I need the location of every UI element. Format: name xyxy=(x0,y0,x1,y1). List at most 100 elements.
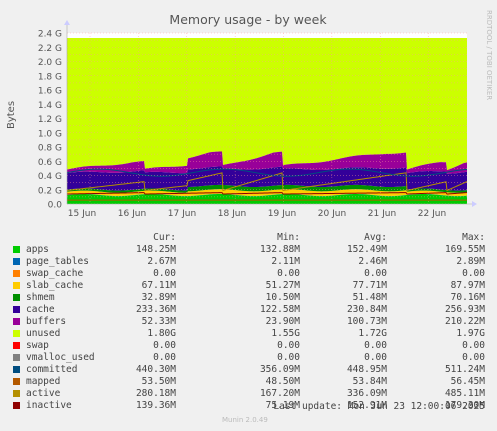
line-active xyxy=(66,172,468,192)
legend-name: page_tables xyxy=(26,256,89,267)
legend-max: 169.55M xyxy=(444,244,485,255)
legend-name: committed xyxy=(26,364,78,375)
y-axis-label: Bytes xyxy=(6,101,17,129)
legend-row-unused: unused 1.80G 1.55G 1.72G 1.97G xyxy=(0,328,497,340)
y-tick-label: 2.4 G xyxy=(38,30,62,40)
area-shmem xyxy=(67,184,467,193)
legend-row-inactive: inactive 139.36M 75.19M 152.91M 179.30M xyxy=(0,400,497,412)
legend-swatch xyxy=(13,258,20,265)
legend-swatch xyxy=(13,306,20,313)
legend-swatch xyxy=(13,366,20,373)
legend-name: swap_cache xyxy=(26,268,84,279)
legend-swatch xyxy=(13,390,20,397)
legend-name: inactive xyxy=(26,400,72,411)
legend-swatch xyxy=(13,378,20,385)
legend-swatch xyxy=(13,294,20,301)
legend-min: 0.00 xyxy=(277,268,300,279)
legend-cur: 67.11M xyxy=(141,280,176,291)
legend-cur: 233.36M xyxy=(135,304,176,315)
legend-avg: 77.71M xyxy=(352,280,387,291)
legend-min: 75.19M xyxy=(265,400,300,411)
legend-name: vmalloc_used xyxy=(26,352,95,363)
legend-max: 2.89M xyxy=(456,256,485,267)
legend-header: Cur: Min: Avg: Max: xyxy=(0,232,497,244)
legend-cur: 52.33M xyxy=(141,316,176,327)
legend-max: 1.97G xyxy=(456,328,485,339)
legend-max: 0.00 xyxy=(462,340,485,351)
legend-row-swap: swap 0.00 0.00 0.00 0.00 xyxy=(0,340,497,352)
legend-cur: 139.36M xyxy=(135,400,176,411)
legend-avg: 448.95M xyxy=(346,364,387,375)
legend-min: 51.27M xyxy=(265,280,300,291)
legend-max: 87.97M xyxy=(450,280,485,291)
legend-avg: 230.84M xyxy=(346,304,387,315)
legend-swatch xyxy=(13,330,20,337)
y-tick-label: 1.6 G xyxy=(38,87,62,97)
legend-row-shmem: shmem 32.89M 10.50M 51.48M 70.16M xyxy=(0,292,497,304)
y-tick-label: 1.0 G xyxy=(38,129,62,139)
legend-name: mapped xyxy=(26,376,61,387)
legend-name: apps xyxy=(26,244,49,255)
area-cache xyxy=(67,166,467,191)
area-unused xyxy=(67,37,467,171)
legend-min: 0.00 xyxy=(277,340,300,351)
legend-avg: 51.48M xyxy=(352,292,387,303)
legend-max: 179.30M xyxy=(444,400,485,411)
x-tick-label: 16 Jun xyxy=(118,209,146,219)
legend-row-vmalloc-used: vmalloc_used 0.00 0.00 0.00 0.00 xyxy=(0,352,497,364)
legend-row-active: active 280.18M 167.20M 336.09M 485.11M xyxy=(0,388,497,400)
munin-version: Munin 2.0.49 xyxy=(222,416,268,424)
legend-cur: 0.00 xyxy=(153,268,176,279)
legend-max: 0.00 xyxy=(462,268,485,279)
x-tick-label: 20 Jun xyxy=(318,209,346,219)
last-update: Last update: Mon Jun 23 12:00:06 2025 xyxy=(273,401,485,412)
legend-row-slab-cache: slab_cache 67.11M 51.27M 77.71M 87.97M xyxy=(0,280,497,292)
legend-swatch xyxy=(13,246,20,253)
legend-row-cache: cache 233.36M 122.58M 230.84M 256.93M xyxy=(0,304,497,316)
legend-min: 132.88M xyxy=(259,244,300,255)
chart-title: Memory usage - by week xyxy=(169,12,327,27)
y-tick-label: 0.8 G xyxy=(38,144,62,154)
legend-name: buffers xyxy=(26,316,67,327)
legend-cur: 53.50M xyxy=(141,376,176,387)
legend-min: 122.58M xyxy=(259,304,300,315)
legend-name: active xyxy=(26,388,61,399)
legend-max: 56.45M xyxy=(450,376,485,387)
x-tick-label: 19 Jun xyxy=(268,209,296,219)
legend-name: slab_cache xyxy=(26,280,84,291)
legend-max: 256.93M xyxy=(444,304,485,315)
y-tick-label: 2.0 G xyxy=(38,58,62,68)
legend-min: 356.09M xyxy=(259,364,300,375)
legend-max: 210.22M xyxy=(444,316,485,327)
y-axis: 0.0 0.2 G 0.4 G 0.6 G 0.8 G 1.0 G 1.2 G 1.4 G 1.… xyxy=(38,20,70,211)
legend-avg: 0.00 xyxy=(364,352,387,363)
y-tick-label: 0.4 G xyxy=(38,172,62,182)
legend-avg: 100.73M xyxy=(346,316,387,327)
legend-swatch xyxy=(13,318,20,325)
legend-avg: 152.91M xyxy=(346,400,387,411)
legend-swatch xyxy=(13,282,20,289)
x-tick-label: 18 Jun xyxy=(218,209,246,219)
legend-row-apps: apps 148.25M 132.88M 152.49M 169.55M xyxy=(0,244,497,256)
x-tick-label: 15 Jun xyxy=(68,209,96,219)
y-tick-label: 1.4 G xyxy=(38,101,62,111)
legend-avg: 0.00 xyxy=(364,340,387,351)
legend-row-buffers: buffers 52.33M 23.90M 100.73M 210.22M xyxy=(0,316,497,328)
legend-cur: 440.30M xyxy=(135,364,176,375)
legend-swatch xyxy=(13,270,20,277)
legend-name: cache xyxy=(26,304,55,315)
legend-min: 167.20M xyxy=(259,388,300,399)
y-tick-label: 2.2 G xyxy=(38,44,62,54)
legend-cur: 280.18M xyxy=(135,388,176,399)
legend-header-cur: Cur: xyxy=(153,232,176,243)
y-tick-label: 0.0 xyxy=(48,201,63,211)
legend-cur: 2.67M xyxy=(147,256,176,267)
legend-max: 511.24M xyxy=(444,364,485,375)
legend-header-max: Max: xyxy=(462,232,485,243)
x-tick-label: 22 Jun xyxy=(418,209,446,219)
legend-row-swap-cache: swap_cache 0.00 0.00 0.00 0.00 xyxy=(0,268,497,280)
legend-cur: 32.89M xyxy=(141,292,176,303)
legend-cur: 148.25M xyxy=(135,244,176,255)
y-tick-label: 0.2 G xyxy=(38,186,62,196)
legend-max: 70.16M xyxy=(450,292,485,303)
